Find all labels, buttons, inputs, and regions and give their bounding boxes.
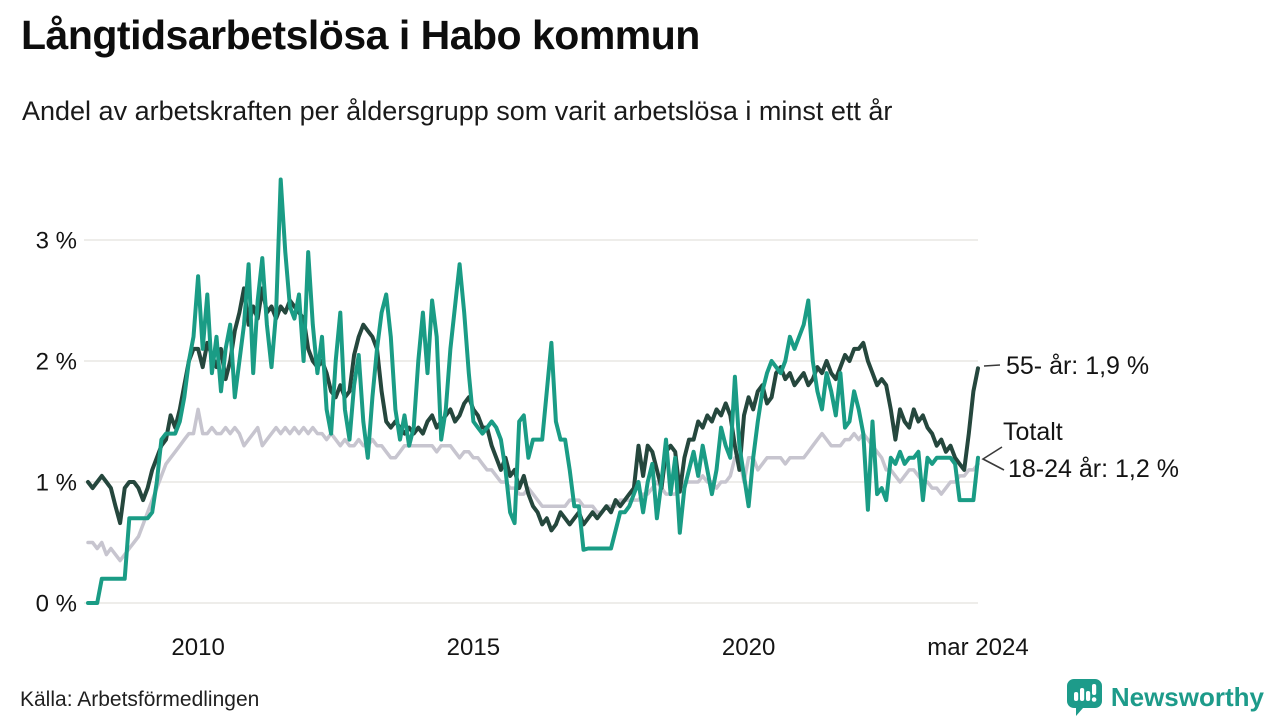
x-axis-labels: 2010 2015 2020 mar 2024 xyxy=(171,634,1028,661)
y-tick-label: 2 % xyxy=(36,348,77,375)
y-axis-labels: 0 % 1 % 2 % 3 % xyxy=(36,227,77,617)
y-tick-label: 1 % xyxy=(36,469,77,496)
x-tick-label: 2020 xyxy=(722,634,775,661)
newsworthy-logo-icon xyxy=(1066,679,1102,716)
end-label-18-24: 18-24 år: 1,2 % xyxy=(1008,455,1179,483)
series-lines xyxy=(86,177,980,605)
x-tick-label: mar 2024 xyxy=(927,634,1028,661)
series-line-55-r xyxy=(86,286,980,533)
y-tick-label: 0 % xyxy=(36,590,77,617)
connector-totalt-1824-line xyxy=(981,446,1005,471)
end-label-totalt: Totalt xyxy=(1003,418,1063,446)
series-line-totalt xyxy=(86,407,980,563)
end-label-55: 55- år: 1,9 % xyxy=(1006,352,1150,380)
newsworthy-logo-text: Newsworthy xyxy=(1110,681,1264,712)
page-subtitle: Andel av arbetskraften per åldersgrupp s… xyxy=(22,96,893,126)
x-tick-label: 2015 xyxy=(447,634,500,661)
series-line-18-24-r xyxy=(86,177,980,605)
page-title: Långtidsarbetslösa i Habo kommun xyxy=(21,12,700,58)
x-tick-label: 2010 xyxy=(171,634,224,661)
source-note: Källa: Arbetsförmedlingen xyxy=(20,688,260,711)
y-tick-label: 3 % xyxy=(36,227,77,254)
newsworthy-brand: Newsworthy xyxy=(1066,678,1264,716)
connector-55-line xyxy=(983,364,1001,367)
